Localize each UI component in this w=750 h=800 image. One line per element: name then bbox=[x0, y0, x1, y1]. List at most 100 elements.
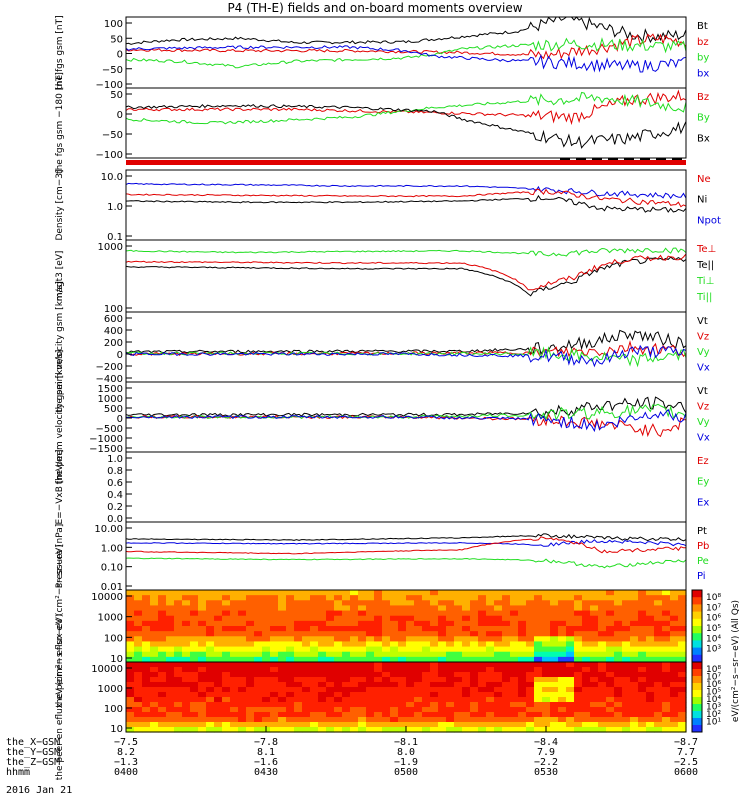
spectrogram-cell bbox=[446, 641, 455, 648]
spectrogram-cell bbox=[142, 620, 151, 627]
spectrogram-cell bbox=[222, 692, 231, 698]
spectrogram-cell bbox=[518, 677, 527, 683]
spectrogram-cell bbox=[550, 600, 559, 607]
spectrogram-cell bbox=[566, 727, 575, 733]
spectrogram-cell bbox=[254, 712, 263, 718]
spectrogram-cell bbox=[462, 727, 471, 733]
spectrogram-cell bbox=[662, 615, 671, 622]
spectrogram-cell bbox=[590, 662, 599, 668]
panel-frame bbox=[125, 521, 687, 591]
spectrogram-cell bbox=[518, 692, 527, 698]
spectrogram-cell bbox=[222, 656, 231, 663]
spectrogram-cell bbox=[206, 595, 215, 601]
spectrogram-cell bbox=[318, 687, 327, 693]
spectrogram-cell bbox=[550, 697, 559, 703]
spectrogram-cell bbox=[350, 636, 359, 643]
spectrogram-cell bbox=[662, 636, 671, 643]
spectrogram-cell bbox=[462, 667, 471, 673]
spectrogram-cell bbox=[294, 707, 303, 713]
spectrogram-cell bbox=[158, 722, 167, 728]
spectrogram-cell bbox=[310, 610, 319, 617]
spectrogram-cell bbox=[182, 641, 191, 648]
spectrogram-cell bbox=[254, 697, 263, 703]
spectrogram-cell bbox=[590, 595, 599, 601]
spectrogram-cell bbox=[150, 605, 159, 612]
spectrogram-cell bbox=[150, 590, 159, 596]
spectrogram-cell bbox=[486, 667, 495, 673]
spectrogram-cell bbox=[134, 687, 143, 693]
spectrogram-cell bbox=[478, 727, 487, 733]
spectrogram-cell bbox=[374, 600, 383, 607]
spectrogram-cell bbox=[214, 636, 223, 643]
spectrogram-cell bbox=[582, 667, 591, 673]
spectrogram-cell bbox=[342, 717, 351, 723]
spectrogram-cell bbox=[382, 651, 391, 658]
spectrogram-cell bbox=[334, 727, 343, 733]
spectrogram-cell bbox=[630, 662, 639, 668]
spectrogram-cell bbox=[262, 712, 271, 718]
spectrogram-cell bbox=[134, 692, 143, 698]
spectrogram-cell bbox=[382, 595, 391, 601]
spectrogram-cell bbox=[598, 595, 607, 601]
spectrogram-cell bbox=[350, 722, 359, 728]
spectrogram-cell bbox=[662, 590, 671, 596]
spectrogram-cell bbox=[246, 707, 255, 713]
spectrogram-cell bbox=[342, 636, 351, 643]
spectrogram-cell bbox=[302, 656, 311, 663]
spectrogram-cell bbox=[190, 610, 199, 617]
spectrogram-cell bbox=[206, 605, 215, 612]
spectrogram-cell bbox=[678, 595, 687, 601]
spectrogram-cell bbox=[670, 712, 679, 718]
spectrogram-cell bbox=[606, 707, 615, 713]
spectrogram-cell bbox=[238, 651, 247, 658]
spectrogram-cell bbox=[174, 631, 183, 637]
spectrogram-cell bbox=[422, 595, 431, 601]
spectrogram-cell bbox=[214, 641, 223, 648]
spectrogram-cell bbox=[310, 631, 319, 637]
spectrogram-cell bbox=[246, 682, 255, 688]
spectrogram-cell bbox=[142, 692, 151, 698]
spectrogram-cell bbox=[454, 590, 463, 596]
spectrogram-cell bbox=[670, 651, 679, 658]
panel-frame bbox=[125, 169, 687, 241]
spectrogram-cell bbox=[622, 636, 631, 643]
spectrogram-cell bbox=[286, 682, 295, 688]
spectrogram-cell bbox=[342, 677, 351, 683]
spectrogram-cell bbox=[398, 631, 407, 637]
spectrogram-cell bbox=[470, 605, 479, 612]
spectrogram-cell bbox=[198, 605, 207, 612]
spectrogram-cell bbox=[510, 651, 519, 658]
spectrogram-cell bbox=[430, 641, 439, 648]
spectrogram-cell bbox=[590, 600, 599, 607]
spectrogram-cell bbox=[214, 590, 223, 596]
spectrogram-cell bbox=[374, 620, 383, 627]
spectrogram-cell bbox=[318, 707, 327, 713]
spectrogram-cell bbox=[126, 636, 135, 643]
spectrogram-cell bbox=[534, 646, 543, 653]
spectrogram-cell bbox=[550, 702, 559, 708]
spectrogram-cell bbox=[134, 702, 143, 708]
spectrogram-cell bbox=[326, 610, 335, 617]
spectrogram-cell bbox=[582, 605, 591, 612]
spectrogram-cell bbox=[198, 717, 207, 723]
spectrogram-cell bbox=[342, 727, 351, 733]
spectrogram-cell bbox=[230, 672, 239, 678]
spectrogram-cell bbox=[606, 641, 615, 648]
y-tick-label: 100 bbox=[104, 304, 123, 315]
spectrogram-cell bbox=[350, 620, 359, 627]
spectrogram-cell bbox=[406, 651, 415, 658]
spectrogram-cell bbox=[126, 610, 135, 617]
spectrogram-cell bbox=[334, 682, 343, 688]
spectrogram-cell bbox=[430, 717, 439, 723]
spectrogram-cell bbox=[430, 636, 439, 643]
spectrogram-cell bbox=[526, 692, 535, 698]
spectrogram-cell bbox=[286, 636, 295, 643]
spectrogram-cell bbox=[302, 692, 311, 698]
footer-value: −2.5 bbox=[674, 757, 698, 768]
spectrogram-cell bbox=[334, 672, 343, 678]
spectrogram-cell bbox=[430, 600, 439, 607]
spectrogram-cell bbox=[230, 651, 239, 658]
spectrogram-cell bbox=[462, 702, 471, 708]
spectrogram-cell bbox=[590, 697, 599, 703]
footer-value: 8.1 bbox=[257, 747, 275, 758]
